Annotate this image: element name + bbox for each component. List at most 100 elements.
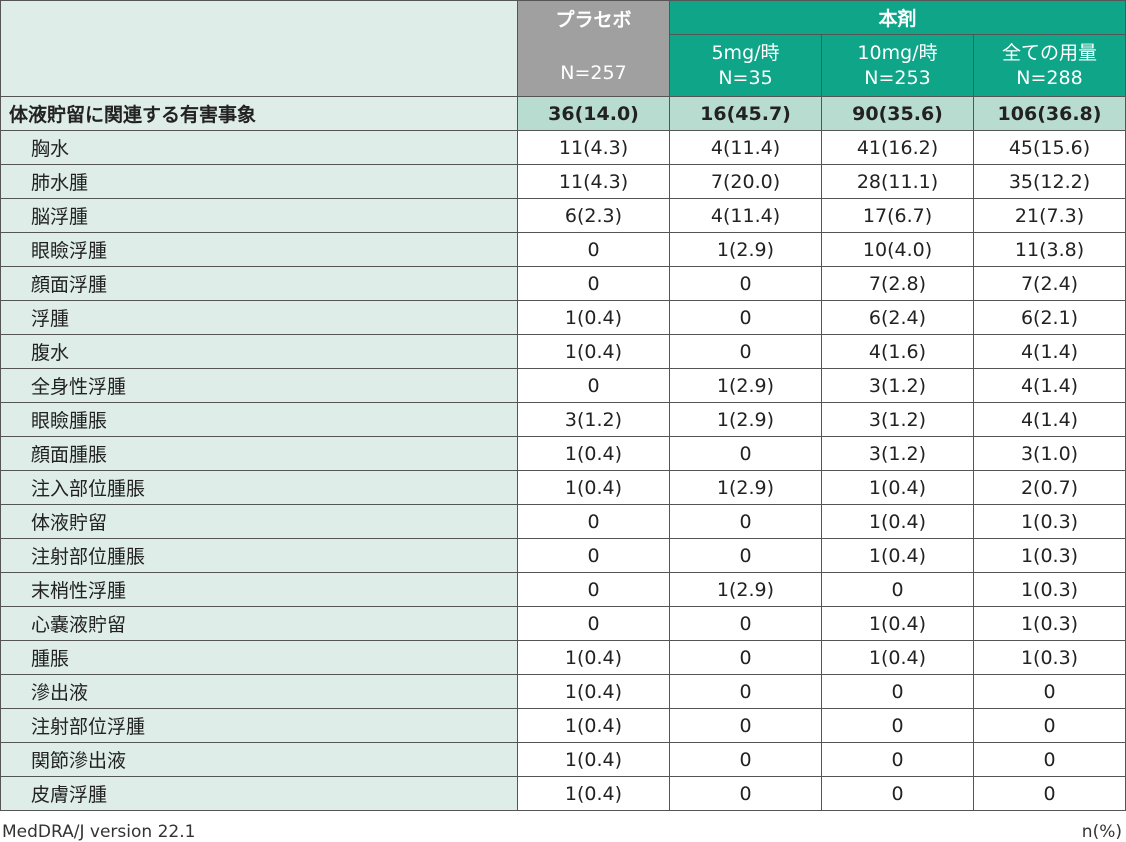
table-row: 顔面浮腫 0 0 7(2.8) 7(2.4): [0, 266, 1126, 301]
cell-value: 0: [669, 504, 822, 539]
cell-value: 7(2.8): [821, 266, 974, 301]
table-row: 滲出液 1(0.4) 0 0 0: [0, 674, 1126, 709]
cell-value: 0: [821, 776, 974, 811]
cell-value: 10(4.0): [821, 232, 974, 267]
table-row: 浮腫 1(0.4) 0 6(2.4) 6(2.1): [0, 300, 1126, 335]
adverse-events-table: プラセボ N=257 本剤 5mg/時 N=35 10mg/時 N=253 全ての用量 N=…: [0, 0, 1126, 811]
cell-value: 36(14.0): [517, 96, 670, 131]
cell-value: 0: [821, 708, 974, 743]
cell-value: 28(11.1): [821, 164, 974, 199]
cell-value: 0: [972, 776, 1126, 811]
cell-value: 6(2.3): [517, 198, 670, 233]
cell-value: 1(2.9): [669, 470, 822, 505]
cell-value: 0: [669, 266, 822, 301]
cell-value: 1(0.4): [517, 300, 670, 335]
table-row: 眼瞼腫脹 3(1.2) 1(2.9) 3(1.2) 4(1.4): [0, 402, 1126, 437]
cell-value: 4(11.4): [669, 130, 822, 165]
cell-value: 90(35.6): [821, 96, 974, 131]
table-row: 腹水 1(0.4) 0 4(1.6) 4(1.4): [0, 334, 1126, 369]
table-row: 肺水腫 11(4.3) 7(20.0) 28(11.1) 35(12.2): [0, 164, 1126, 199]
row-label: 胸水: [0, 130, 518, 165]
row-label: 眼瞼腫脹: [0, 402, 518, 437]
table-row: 末梢性浮腫 0 1(2.9) 0 1(0.3): [0, 572, 1126, 607]
cell-value: 1(0.4): [821, 640, 974, 675]
cell-value: 0: [517, 266, 670, 301]
cell-value: 1(0.3): [972, 572, 1126, 607]
cell-value: 1(0.4): [517, 436, 670, 471]
cell-value: 7(2.4): [972, 266, 1126, 301]
cell-value: 11(3.8): [972, 232, 1126, 267]
cell-value: 1(0.3): [972, 504, 1126, 539]
dose-label: 10mg/時: [857, 41, 938, 64]
cell-value: 1(2.9): [669, 402, 822, 437]
cell-value: 0: [669, 674, 822, 709]
drug-header: 本剤: [668, 0, 1126, 35]
cell-value: 4(11.4): [669, 198, 822, 233]
cell-value: 0: [972, 674, 1126, 709]
row-label: 注入部位腫脹: [0, 470, 518, 505]
cell-value: 0: [669, 776, 822, 811]
cell-value: 21(7.3): [972, 198, 1126, 233]
table-row: 眼瞼浮腫 0 1(2.9) 10(4.0) 11(3.8): [0, 232, 1126, 267]
row-label: 注射部位浮腫: [0, 708, 518, 743]
cell-value: 4(1.6): [821, 334, 974, 369]
cell-value: 3(1.2): [821, 436, 974, 471]
placebo-header: プラセボ N=257: [517, 0, 670, 97]
cell-value: 11(4.3): [517, 164, 670, 199]
table-row: 関節滲出液 1(0.4) 0 0 0: [0, 742, 1126, 777]
cell-value: 0: [517, 504, 670, 539]
cell-value: 0: [517, 572, 670, 607]
cell-value: 1(0.4): [821, 538, 974, 573]
cell-value: 3(1.0): [972, 436, 1126, 471]
cell-value: 1(0.4): [821, 606, 974, 641]
row-label: 腫脹: [0, 640, 518, 675]
cell-value: 1(2.9): [669, 572, 822, 607]
cell-value: 1(0.4): [517, 776, 670, 811]
cell-value: 3(1.2): [821, 402, 974, 437]
dose-header: 5mg/時 N=35: [669, 34, 822, 97]
row-label: 末梢性浮腫: [0, 572, 518, 607]
cell-value: 3(1.2): [821, 368, 974, 403]
row-label: 体液貯留に関連する有害事象: [0, 96, 518, 131]
cell-value: 7(20.0): [669, 164, 822, 199]
cell-value: 1(0.4): [517, 470, 670, 505]
cell-value: 1(0.4): [517, 674, 670, 709]
table-row: 脳浮腫 6(2.3) 4(11.4) 17(6.7) 21(7.3): [0, 198, 1126, 233]
cell-value: 0: [517, 368, 670, 403]
row-label: 注射部位腫脹: [0, 538, 518, 573]
table-row: 注入部位腫脹 1(0.4) 1(2.9) 1(0.4) 2(0.7): [0, 470, 1126, 505]
row-label: 滲出液: [0, 674, 518, 709]
cell-value: 1(0.3): [972, 640, 1126, 675]
cell-value: 0: [972, 742, 1126, 777]
dose-n: N=35: [718, 66, 773, 89]
cell-value: 3(1.2): [517, 402, 670, 437]
cell-value: 45(15.6): [972, 130, 1126, 165]
cell-value: 41(16.2): [821, 130, 974, 165]
row-label: 皮膚浮腫: [0, 776, 518, 811]
row-label: 浮腫: [0, 300, 518, 335]
row-label: 顔面浮腫: [0, 266, 518, 301]
summary-row: 体液貯留に関連する有害事象 36(14.0) 16(45.7) 90(35.6) 106…: [0, 96, 1126, 131]
row-label: 脳浮腫: [0, 198, 518, 233]
row-label: 顔面腫脹: [0, 436, 518, 471]
dose-header: 10mg/時 N=253: [821, 34, 974, 97]
cell-value: 0: [821, 674, 974, 709]
cell-value: 1(0.4): [821, 470, 974, 505]
table-row: 心嚢液貯留 0 0 1(0.4) 1(0.3): [0, 606, 1126, 641]
row-label: 肺水腫: [0, 164, 518, 199]
cell-value: 1(0.3): [972, 606, 1126, 641]
cell-value: 0: [517, 606, 670, 641]
cell-value: 1(0.4): [517, 742, 670, 777]
table-row: 体液貯留 0 0 1(0.4) 1(0.3): [0, 504, 1126, 539]
cell-value: 6(2.1): [972, 300, 1126, 335]
table-row: 注射部位浮腫 1(0.4) 0 0 0: [0, 708, 1126, 743]
cell-value: 4(1.4): [972, 402, 1126, 437]
dose-n: N=253: [864, 66, 931, 89]
cell-value: 0: [669, 606, 822, 641]
cell-value: 17(6.7): [821, 198, 974, 233]
cell-value: 0: [821, 742, 974, 777]
dose-label: 5mg/時: [711, 41, 780, 64]
cell-value: 0: [669, 334, 822, 369]
cell-value: 1(0.4): [517, 334, 670, 369]
dose-header: 全ての用量 N=288: [972, 34, 1126, 97]
